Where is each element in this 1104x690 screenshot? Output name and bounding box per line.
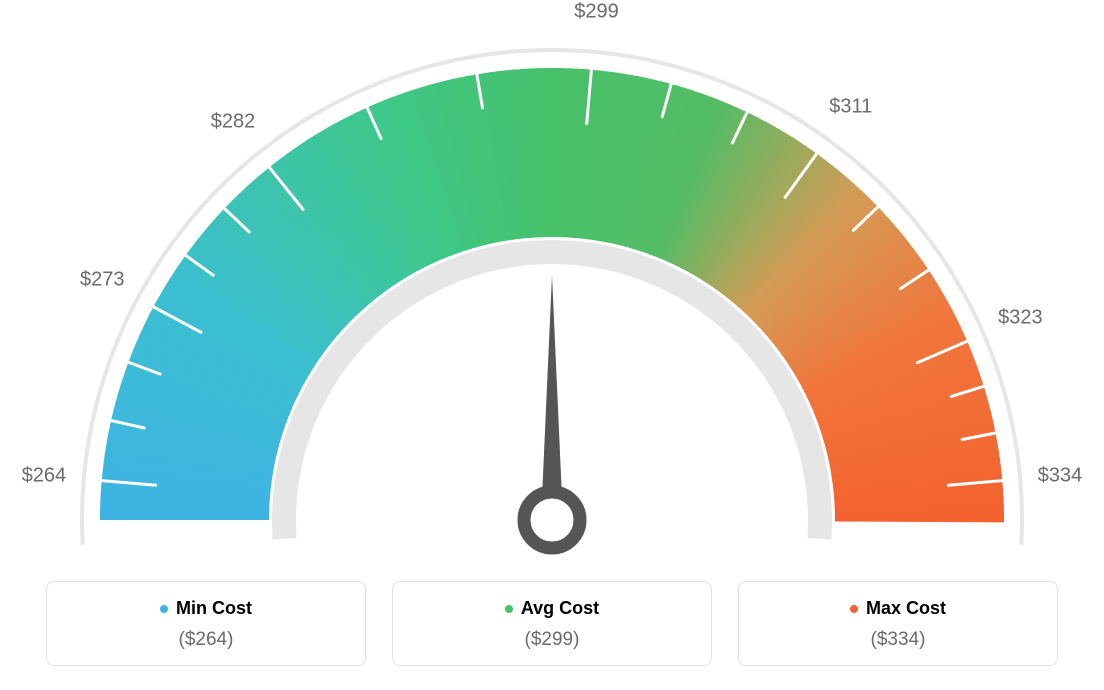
gauge-scale-label: $264 (22, 464, 67, 487)
legend-title-max-text: Max Cost (866, 598, 946, 619)
legend-card-avg: Avg Cost ($299) (392, 581, 712, 666)
gauge-scale-label: $334 (1038, 464, 1083, 487)
legend-row: Min Cost ($264) Avg Cost ($299) Max Cost… (0, 581, 1104, 666)
gauge-scale-label: $299 (574, 0, 619, 23)
gauge-scale-label: $311 (829, 95, 872, 118)
legend-value-min: ($264) (65, 629, 347, 651)
legend-title-max: Max Cost (850, 598, 946, 619)
legend-title-min-text: Min Cost (176, 598, 252, 619)
gauge-scale-label: $273 (80, 268, 125, 291)
gauge-scale-label: $323 (998, 307, 1043, 330)
gauge-svg (0, 0, 1104, 560)
legend-card-min: Min Cost ($264) (46, 581, 366, 666)
gauge-scale-label: $282 (211, 111, 256, 134)
legend-card-max: Max Cost ($334) (738, 581, 1058, 666)
legend-title-avg-text: Avg Cost (521, 598, 599, 619)
legend-dot-max (850, 605, 858, 613)
legend-title-min: Min Cost (160, 598, 252, 619)
legend-title-avg: Avg Cost (505, 598, 599, 619)
legend-dot-avg (505, 605, 513, 613)
gauge-area: $264 $273 $282 $299 $311 $323 $334 (0, 0, 1104, 560)
legend-value-avg: ($299) (411, 629, 693, 651)
legend-value-max: ($334) (757, 629, 1039, 651)
gauge-chart-container: $264 $273 $282 $299 $311 $323 $334 Min Cost ($… (0, 0, 1104, 690)
legend-dot-min (160, 605, 168, 613)
